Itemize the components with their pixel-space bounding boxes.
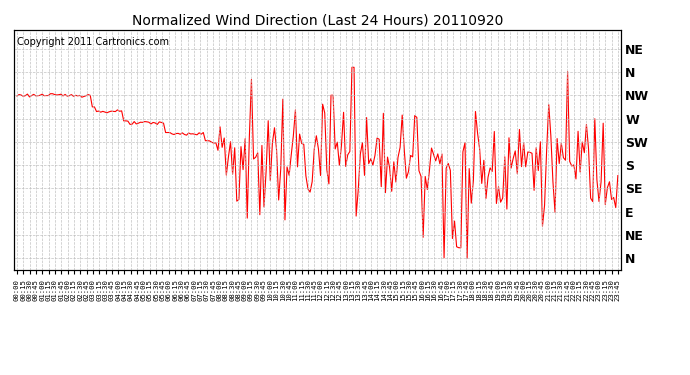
Text: Copyright 2011 Cartronics.com: Copyright 2011 Cartronics.com [17,37,169,47]
Title: Normalized Wind Direction (Last 24 Hours) 20110920: Normalized Wind Direction (Last 24 Hours… [132,13,503,27]
